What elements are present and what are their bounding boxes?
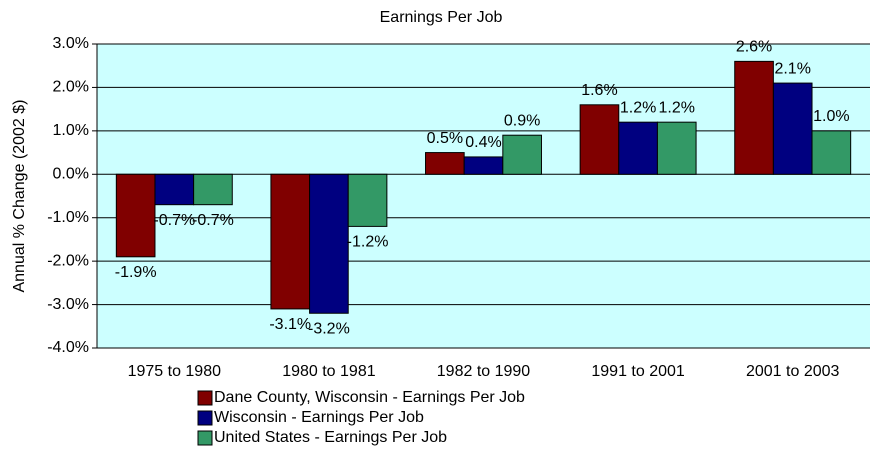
bar [579, 104, 620, 175]
bar [309, 173, 349, 314]
y-axis-label: Annual % Change (2002 $) [11, 99, 28, 292]
data-label: 2.6% [736, 39, 772, 56]
bar [193, 173, 233, 206]
bar [734, 60, 774, 175]
y-tick-label: 0.0% [53, 166, 89, 183]
y-tick-label: 1.0% [53, 122, 89, 139]
data-label: -0.7% [192, 212, 234, 229]
x-tick-label: 1982 to 1990 [437, 363, 531, 380]
chart-title: Earnings Per Job [380, 9, 503, 26]
data-label: 1.2% [659, 99, 695, 116]
legend-swatch [197, 410, 213, 426]
legend-swatch [197, 390, 213, 406]
bar [154, 173, 195, 206]
x-tick-label: 1991 to 2001 [591, 363, 685, 380]
bar [463, 156, 504, 175]
legend-label: Dane County, Wisconsin - Earnings Per Jo… [214, 389, 525, 406]
y-tick-label: -1.0% [47, 209, 89, 226]
y-tick-label: -4.0% [47, 339, 89, 356]
bar [425, 152, 465, 175]
x-tick-label: 2001 to 2003 [746, 363, 840, 380]
bar [618, 121, 658, 175]
data-label: 1.0% [813, 108, 849, 125]
bar [772, 82, 813, 175]
data-label: 2.1% [774, 60, 810, 77]
data-label: -1.2% [347, 234, 389, 251]
bar [811, 130, 852, 175]
y-tick-label: 3.0% [53, 35, 89, 52]
data-label: 0.5% [427, 130, 463, 147]
data-label: -0.7% [153, 212, 195, 229]
data-label: 1.2% [620, 99, 656, 116]
data-label: 0.4% [465, 134, 501, 151]
legend-label: United States - Earnings Per Job [214, 429, 447, 446]
data-label: -1.9% [115, 264, 157, 281]
data-label: -3.2% [308, 320, 350, 337]
bar [347, 173, 388, 227]
data-label: 0.9% [504, 112, 540, 129]
legend-label: Wisconsin - Earnings Per Job [214, 409, 424, 426]
data-label: 1.6% [581, 82, 617, 99]
legend-swatch [197, 430, 213, 446]
y-tick-label: -3.0% [47, 296, 89, 313]
bar [656, 121, 697, 175]
x-tick-label: 1980 to 1981 [282, 363, 376, 380]
bar [115, 173, 156, 258]
x-tick-label: 1975 to 1980 [128, 363, 222, 380]
bar [270, 173, 311, 310]
y-tick-label: 2.0% [53, 79, 89, 96]
y-tick-label: -2.0% [47, 252, 89, 269]
bar [502, 134, 542, 175]
data-label: -3.1% [269, 316, 311, 333]
